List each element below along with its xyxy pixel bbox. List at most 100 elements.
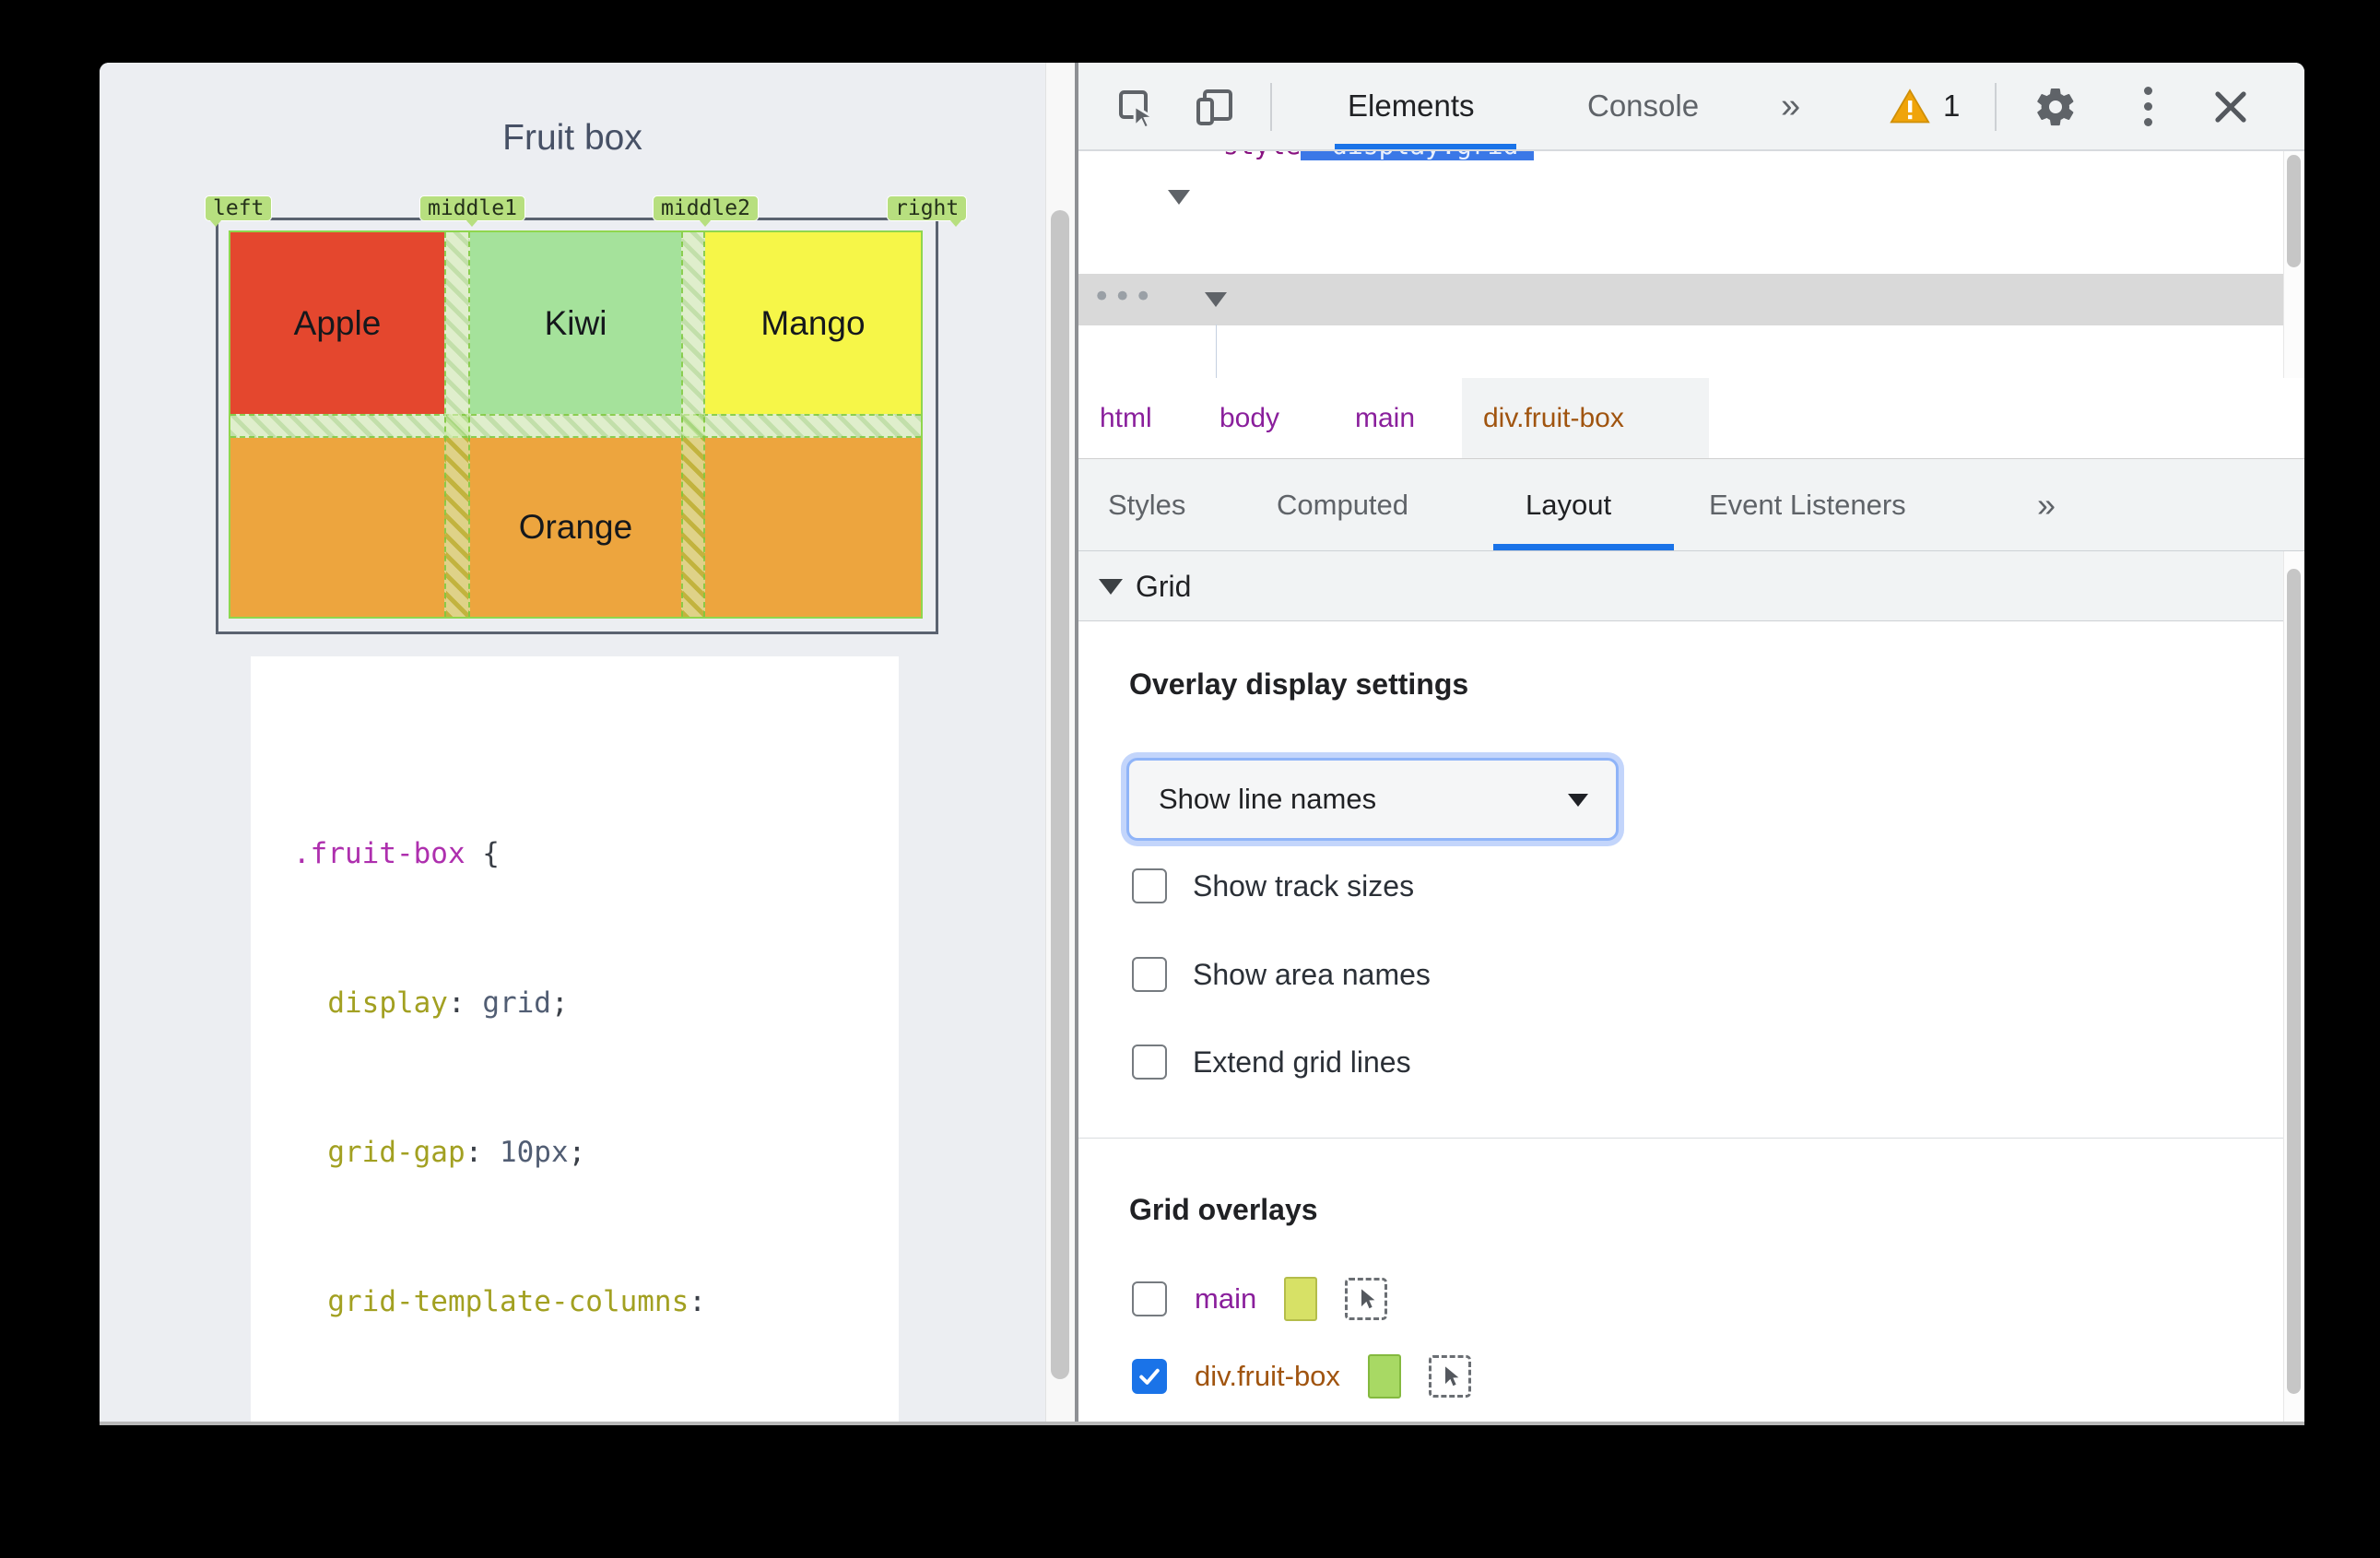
kebab-menu-icon[interactable] xyxy=(2144,87,2153,127)
select-element-icon[interactable] xyxy=(1428,1355,1471,1398)
grid-line-label-left: left xyxy=(205,195,273,227)
cell-apple-label: Apple xyxy=(293,303,382,342)
overlay-main-label: main xyxy=(1195,1282,1257,1315)
dom-scrollbar-thumb[interactable] xyxy=(2287,155,2301,267)
cell-kiwi-label: Kiwi xyxy=(544,303,607,342)
code-snippet-panel: .fruit-box { display: grid; grid-gap: 10… xyxy=(251,656,899,1422)
breadcrumb-div-fruit-box[interactable]: div.fruit-box xyxy=(1483,403,1624,433)
sidebar-tabs: Styles Computed Layout Event Listeners » xyxy=(1078,459,2304,551)
extend-grid-lines-checkbox[interactable] xyxy=(1132,1045,1167,1080)
cell-orange-label: Orange xyxy=(518,508,633,546)
tab-layout-active-underline xyxy=(1493,544,1674,550)
cell-mango-label: Mango xyxy=(760,303,866,342)
chevron-down-icon xyxy=(1568,794,1588,807)
checkbox-label: Show track sizes xyxy=(1193,868,1415,903)
devtools-divider[interactable] xyxy=(1075,63,1078,1422)
breadcrumb-body[interactable]: body xyxy=(1219,403,1280,433)
grid-section-header[interactable]: Grid xyxy=(1078,551,2283,621)
dom-row-fruit-box-selected[interactable]: ••• <div class="fruit-box"> grid == $0 xyxy=(1078,274,2283,325)
checkbox-label: Extend grid lines xyxy=(1193,1045,1411,1079)
grid-line-label-middle1: middle1 xyxy=(419,195,525,227)
checkbox-row-show-track-sizes[interactable]: Show track sizes xyxy=(1132,868,1414,904)
cell-kiwi: Kiwi xyxy=(470,232,681,414)
fruit-box-overlay-color-swatch[interactable] xyxy=(1367,1354,1401,1399)
inspect-element-icon[interactable] xyxy=(1113,85,1158,129)
grid-line-label-text: right xyxy=(895,196,960,220)
grid-line-label-middle2: middle2 xyxy=(653,195,759,227)
toolbar-separator xyxy=(1270,83,1272,131)
grid-column-gap-overlay xyxy=(444,232,470,617)
grid-overlay-area: Apple Kiwi Mango Orange xyxy=(229,230,923,619)
css-code: .fruit-box { display: grid; grid-gap: 10… xyxy=(293,729,775,1422)
expand-arrow-icon[interactable] xyxy=(1168,190,1190,205)
code-line: grid-gap: 10px; xyxy=(327,1136,586,1169)
breadcrumb: html body main div.fruit-box xyxy=(1078,378,2304,459)
layout-scrollbar-thumb[interactable] xyxy=(2287,569,2301,1394)
warning-icon[interactable] xyxy=(1890,87,1930,127)
warning-count[interactable]: 1 xyxy=(1943,89,1961,123)
dom-row-clipped[interactable]: style="display:grid" xyxy=(1223,151,1535,171)
dom-row-apple[interactable]: <div class="apple">Apple</div> xyxy=(1078,325,2283,377)
show-area-names-checkbox[interactable] xyxy=(1132,957,1167,992)
breadcrumb-html[interactable]: html xyxy=(1100,403,1152,433)
cell-mango: Mango xyxy=(705,232,921,414)
breadcrumb-main[interactable]: main xyxy=(1355,403,1416,433)
browser-window: Fruit box left middle1 middle2 right App… xyxy=(100,63,2304,1425)
checkbox-row-show-area-names[interactable]: Show area names xyxy=(1132,956,1431,993)
line-names-select[interactable]: Show line names xyxy=(1126,758,1619,841)
tab-console[interactable]: Console xyxy=(1587,89,1700,123)
grid-line-label-text: middle1 xyxy=(428,196,517,220)
tab-layout[interactable]: Layout xyxy=(1526,489,1612,521)
more-sidebar-tabs-chevron-icon[interactable]: » xyxy=(2037,486,2056,524)
cell-orange: Orange xyxy=(230,438,921,617)
devtools-panel: Elements Console » 1 xyxy=(1078,63,2304,1422)
select-element-icon[interactable] xyxy=(1345,1278,1388,1320)
code-line: grid-template-columns: xyxy=(327,1285,706,1318)
dom-indent-guide xyxy=(1216,325,1217,378)
more-tabs-chevron-icon[interactable]: » xyxy=(1781,87,1801,125)
overlay-settings-heading: Overlay display settings xyxy=(1129,667,1469,701)
checkbox-row-extend-grid-lines[interactable]: Extend grid lines xyxy=(1132,1044,1411,1080)
page-scrollbar[interactable] xyxy=(1045,63,1075,1422)
breadcrumb-active-bg xyxy=(1462,378,1709,458)
main-overlay-color-swatch[interactable] xyxy=(1284,1277,1318,1321)
tab-elements[interactable]: Elements xyxy=(1348,89,1475,123)
dom-tree: style="display:grid" <main> grid <p>Frui… xyxy=(1078,151,2283,378)
tab-event-listeners[interactable]: Event Listeners xyxy=(1709,489,1906,521)
toolbar-separator xyxy=(1995,83,1997,131)
checkbox-label: Show area names xyxy=(1193,957,1431,991)
page-viewport: Fruit box left middle1 middle2 right App… xyxy=(100,63,1045,1422)
cell-apple: Apple xyxy=(230,232,444,414)
code-line: display: grid; xyxy=(327,986,569,1020)
device-toolbar-icon[interactable] xyxy=(1193,85,1237,129)
gear-icon[interactable] xyxy=(2033,85,2078,129)
collapse-arrow-icon[interactable] xyxy=(1099,579,1123,595)
grid-overlays-heading: Grid overlays xyxy=(1129,1193,1318,1226)
expand-arrow-icon[interactable] xyxy=(1205,292,1227,307)
tab-computed[interactable]: Computed xyxy=(1277,489,1409,521)
code-line: .fruit-box { xyxy=(293,837,500,870)
grid-column-gap-overlay xyxy=(681,232,705,617)
overlay-fruit-box-label: div.fruit-box xyxy=(1195,1360,1340,1392)
dom-row-p[interactable]: <p>Fruit box</p> xyxy=(1078,223,2283,315)
section-divider xyxy=(1078,1138,2283,1139)
devtools-toolbar: Elements Console » 1 xyxy=(1078,63,2304,151)
tab-styles[interactable]: Styles xyxy=(1108,489,1186,521)
overlay-row-main[interactable]: main xyxy=(1132,1277,1388,1321)
grid-section-title: Grid xyxy=(1136,570,1192,603)
page-scrollbar-thumb[interactable] xyxy=(1051,210,1069,1379)
line-names-select-value: Show line names xyxy=(1159,783,1377,815)
show-track-sizes-checkbox[interactable] xyxy=(1132,868,1167,903)
fruit-box-overlay-checkbox[interactable] xyxy=(1132,1359,1167,1394)
overflow-dots-icon[interactable]: ••• xyxy=(1092,278,1155,315)
main-overlay-checkbox[interactable] xyxy=(1132,1281,1167,1316)
overlay-row-fruit-box[interactable]: div.fruit-box xyxy=(1132,1354,1471,1399)
grid-line-label-text: middle2 xyxy=(661,196,750,220)
grid-line-label-text: left xyxy=(213,196,265,220)
dom-row-main[interactable]: <main> grid xyxy=(1078,171,2283,319)
tab-elements-active-underline xyxy=(1335,144,1516,149)
close-icon[interactable] xyxy=(2209,85,2253,129)
grid-row-gap-overlay xyxy=(230,414,921,438)
page-title: Fruit box xyxy=(502,118,642,158)
